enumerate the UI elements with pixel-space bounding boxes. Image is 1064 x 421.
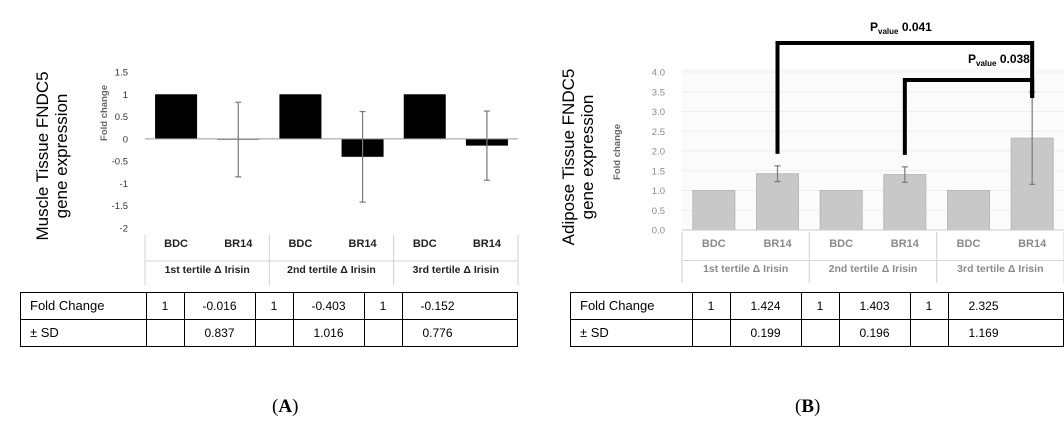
table-cell-0-2: 1: [271, 299, 278, 313]
panel-label-b: (B): [795, 396, 821, 417]
y-tick-label-5: 2.5: [652, 127, 665, 138]
table-cell-0-3: -0.403: [311, 299, 345, 313]
category-label-0: BDC: [164, 238, 188, 250]
y-tick-label-1: -1.5: [112, 201, 128, 212]
group-label-1: 2nd tertile Δ Irisin: [829, 263, 918, 275]
table-row-label-1: ± SD: [580, 325, 609, 340]
category-label-2: BDC: [288, 238, 312, 250]
p-value-prefix-0: P: [870, 20, 878, 34]
table-cell-0-1: 1.424: [750, 299, 780, 313]
category-label-1: BR14: [763, 238, 792, 250]
bar-4: [947, 190, 990, 231]
category-label-3: BR14: [349, 238, 378, 250]
category-label-3: BR14: [891, 238, 920, 250]
table-row-label-0: Fold Change: [30, 298, 104, 313]
y-tick-label-4: 2.0: [652, 147, 665, 158]
bar-4: [403, 94, 446, 139]
y-axis-subtitle: Fold change: [612, 124, 623, 180]
table-cell-1-1: 0.199: [750, 326, 780, 340]
y-tick-label-1: 0.5: [652, 206, 665, 217]
y-axis-title-line-0: Adipose Tissue FNDC5: [559, 69, 578, 246]
category-label-2: BDC: [829, 238, 853, 250]
y-tick-label-6: 1: [123, 90, 128, 101]
bar-0: [692, 190, 736, 231]
group-label-1: 2nd tertile Δ Irisin: [287, 264, 376, 276]
panel-b-chart: 0.0 0.5 1.0 1.5 2.0 2.5 3.0 3.5 4.0 Adipose Tissu…: [559, 20, 1064, 347]
table-cell-0-4: 1: [380, 299, 387, 313]
bar-2: [819, 190, 863, 231]
table-row-label-1: ± SD: [30, 325, 59, 340]
significance-bracket-1: [902, 78, 1035, 155]
table-cell-0-5: -0.152: [420, 299, 454, 313]
p-value-number-0: 0.041: [898, 20, 932, 34]
category-label-5: BR14: [1018, 238, 1047, 250]
table-cell-0-4: 1: [926, 299, 933, 313]
p-value-subscript-0: value: [878, 27, 899, 36]
table-cell-0-2: 1: [817, 299, 824, 313]
group-label-0: 1st tertile Δ Irisin: [703, 263, 788, 275]
p-value-subscript-1: value: [976, 59, 997, 68]
category-label-4: BDC: [413, 238, 437, 250]
table-cell-1-5: 0.776: [422, 326, 452, 340]
y-axis-title: Adipose Tissue FNDC5gene expression: [559, 69, 597, 246]
group-label-0: 1st tertile Δ Irisin: [165, 264, 250, 276]
y-tick-label-0: -2: [120, 224, 128, 235]
table-cell-0-1: -0.016: [202, 299, 236, 313]
p-value-label-1: Pvalue 0.038: [968, 52, 1030, 68]
bar-0: [155, 94, 198, 139]
y-tick-label-6: 3.0: [652, 107, 665, 118]
y-tick-label-0: 0.0: [652, 226, 665, 237]
table-cell-1-3: 0.196: [859, 326, 889, 340]
bar-2: [279, 94, 322, 139]
significance-bracket-0: [775, 41, 1035, 154]
bar-3: [883, 174, 927, 231]
y-axis-title-line-1: gene expression: [578, 95, 597, 220]
y-axis-title-line-1: gene expression: [52, 94, 71, 219]
y-tick-label-3: 1.5: [652, 166, 665, 177]
y-tick-label-3: -0.5: [112, 157, 128, 168]
y-tick-label-4: 0: [123, 134, 128, 145]
panel-a-chart: -2 -1.5 -1 -0.5 0 0.5 1 1.5 Muscle Tissue FNDC5g…: [20, 68, 519, 347]
table-cell-1-1: 0.837: [204, 326, 234, 340]
group-label-2: 3rd tertile Δ Irisin: [413, 264, 499, 276]
y-tick-label-2: -1: [120, 179, 128, 190]
y-axis-title-line-0: Muscle Tissue FNDC5: [33, 71, 52, 240]
group-label-2: 3rd tertile Δ Irisin: [957, 263, 1043, 275]
table-row-label-0: Fold Change: [580, 298, 654, 313]
category-label-0: BDC: [702, 238, 726, 250]
table-cell-1-3: 1.016: [313, 326, 343, 340]
table-cell-1-5: 1.169: [968, 326, 998, 340]
y-axis-title: Muscle Tissue FNDC5gene expression: [33, 71, 71, 240]
y-tick-label-7: 1.5: [115, 68, 128, 79]
table-cell-0-3: 1.403: [859, 299, 889, 313]
y-tick-label-8: 4.0: [652, 68, 665, 79]
panel-label-a: (A): [272, 396, 299, 417]
p-value-label-0: Pvalue 0.041: [870, 20, 932, 36]
p-value-number-1: 0.038: [996, 52, 1030, 66]
y-tick-label-7: 3.5: [652, 87, 665, 98]
table-cell-0-0: 1: [162, 299, 169, 313]
p-value-prefix-1: P: [968, 52, 976, 66]
y-axis-subtitle: Fold change: [99, 85, 110, 141]
table-cell-0-0: 1: [708, 299, 715, 313]
y-tick-label-5: 0.5: [115, 112, 128, 123]
y-tick-label-2: 1.0: [652, 186, 665, 197]
category-label-5: BR14: [473, 238, 502, 250]
plot-background: [682, 68, 1064, 230]
table-cell-0-5: 2.325: [968, 299, 998, 313]
category-label-1: BR14: [224, 238, 253, 250]
category-label-4: BDC: [957, 238, 981, 250]
